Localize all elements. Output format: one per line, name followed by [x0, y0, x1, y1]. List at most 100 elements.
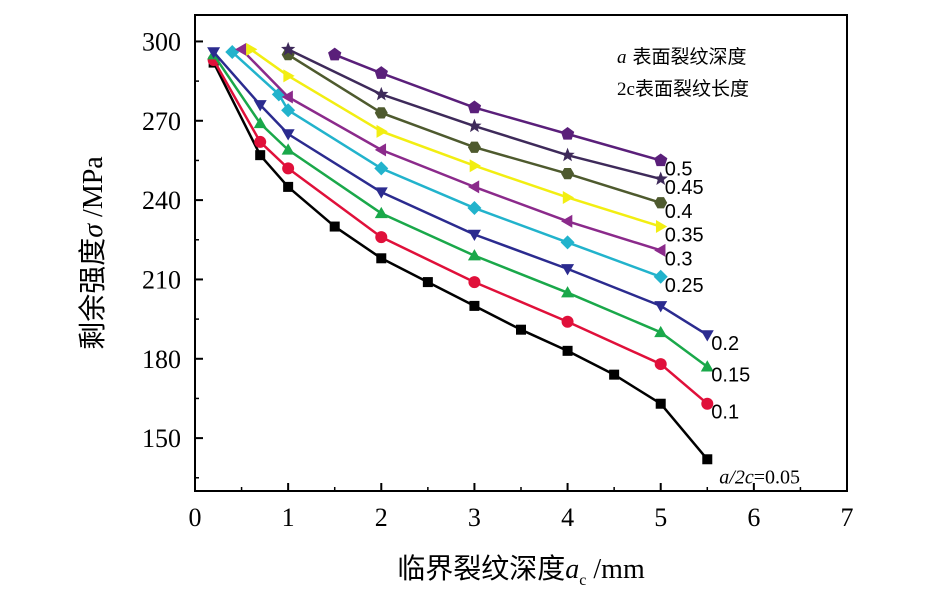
data-point [374, 143, 387, 157]
series-2: 0.15 [207, 48, 750, 387]
series-8: 0.45 [281, 41, 704, 199]
data-point [469, 300, 480, 311]
series-line [287, 48, 662, 181]
x-tick-label: 6 [747, 503, 760, 532]
data-point [467, 118, 482, 133]
data-point [701, 397, 714, 410]
series-1: 0.1 [207, 53, 739, 424]
series-5: 0.3 [235, 42, 693, 270]
x-tick-label: 4 [561, 503, 574, 532]
series-label: 0.2 [711, 333, 739, 355]
series-label: 0.4 [665, 201, 693, 223]
x-axis: 0 1 2 3 4 5 6 7 [189, 483, 854, 532]
data-point [467, 229, 481, 241]
data-point [376, 124, 388, 138]
data-point [560, 235, 575, 250]
data-point [281, 143, 295, 155]
series-6: 0.35 [246, 42, 704, 247]
y-tick-label: 150 [142, 424, 181, 453]
series-label: 0.15 [711, 365, 750, 387]
series-label: 0.35 [665, 225, 704, 247]
data-point [561, 286, 575, 298]
y-tick-label: 300 [142, 27, 181, 56]
data-point [225, 45, 240, 60]
y-axis-title: 剩余强度σ /MPa [76, 156, 109, 350]
legend-line-2: 2c表面裂纹长度 [617, 78, 749, 100]
y-tick-label: 180 [142, 345, 181, 374]
series-7: 0.4 [281, 49, 693, 223]
data-point [374, 206, 388, 219]
data-point [375, 231, 388, 244]
series-line [240, 48, 662, 252]
series-label: 0.45 [665, 177, 704, 199]
data-point [467, 249, 481, 261]
x-tick-label: 7 [841, 503, 854, 532]
data-point [467, 141, 481, 153]
data-point [561, 168, 575, 180]
series-label: a/2c=0.05 [719, 466, 800, 488]
series-line [212, 62, 709, 461]
series-4: 0.25 [225, 45, 704, 297]
series-line [212, 59, 709, 405]
data-point [374, 107, 388, 119]
series-layer: a/2c=0.05 0.1 0.15 0.2 0.25 0.30.350.40.450.5 [207, 41, 800, 488]
data-point [654, 153, 668, 167]
data-point [374, 66, 388, 79]
x-tick-label: 0 [189, 503, 202, 532]
data-point [467, 180, 480, 194]
data-point [282, 162, 295, 175]
data-point [254, 135, 267, 148]
y-tick-label: 240 [142, 186, 181, 215]
data-point [281, 103, 296, 118]
x-tick-label: 5 [654, 503, 667, 532]
data-point [467, 100, 482, 114]
series-line [250, 48, 662, 228]
data-point [702, 454, 713, 465]
legend-line-1: a 表面裂纹深度 [617, 46, 747, 68]
data-point [328, 47, 342, 61]
data-point [253, 116, 267, 129]
data-point [376, 253, 387, 264]
data-point [654, 301, 668, 313]
data-point [329, 221, 340, 232]
series-9: 0.5 [328, 47, 693, 180]
data-point [283, 69, 295, 83]
data-point [562, 345, 573, 356]
data-point [561, 264, 575, 276]
series-label: 0.25 [665, 275, 704, 297]
data-point [654, 197, 668, 209]
data-point [281, 129, 295, 141]
data-point [253, 100, 267, 112]
data-point [560, 127, 575, 140]
series-label: 0.3 [665, 248, 693, 270]
data-point [235, 42, 247, 56]
data-point [422, 277, 433, 288]
data-point [281, 90, 293, 104]
data-point [700, 330, 714, 342]
y-tick-label: 270 [142, 107, 181, 136]
data-point [467, 201, 482, 216]
data-point [655, 220, 668, 234]
x-tick-label: 1 [282, 503, 295, 532]
data-point [653, 171, 668, 186]
y-axis: 150 180 210 240 270 300 [142, 27, 203, 479]
data-point [374, 161, 389, 176]
data-point [609, 369, 620, 380]
data-point [516, 324, 526, 335]
data-point [374, 86, 389, 101]
data-point [374, 187, 388, 199]
data-point [255, 150, 266, 161]
data-point [655, 398, 666, 409]
data-point [561, 315, 574, 328]
x-tick-label: 2 [375, 503, 388, 532]
series-3: 0.2 [207, 47, 739, 355]
y-tick-label: 210 [142, 265, 181, 294]
data-point [246, 42, 258, 56]
data-point [654, 358, 667, 371]
data-point [653, 269, 668, 284]
x-tick-label: 3 [468, 503, 481, 532]
series-label: 0.1 [711, 402, 739, 424]
series-line [212, 51, 708, 337]
x-axis-title: 临界裂纹深度ac /mm [397, 552, 645, 589]
